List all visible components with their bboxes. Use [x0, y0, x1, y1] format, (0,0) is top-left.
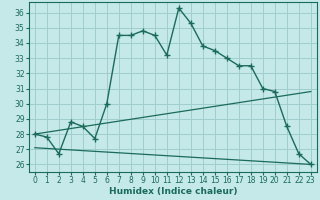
- X-axis label: Humidex (Indice chaleur): Humidex (Indice chaleur): [108, 187, 237, 196]
